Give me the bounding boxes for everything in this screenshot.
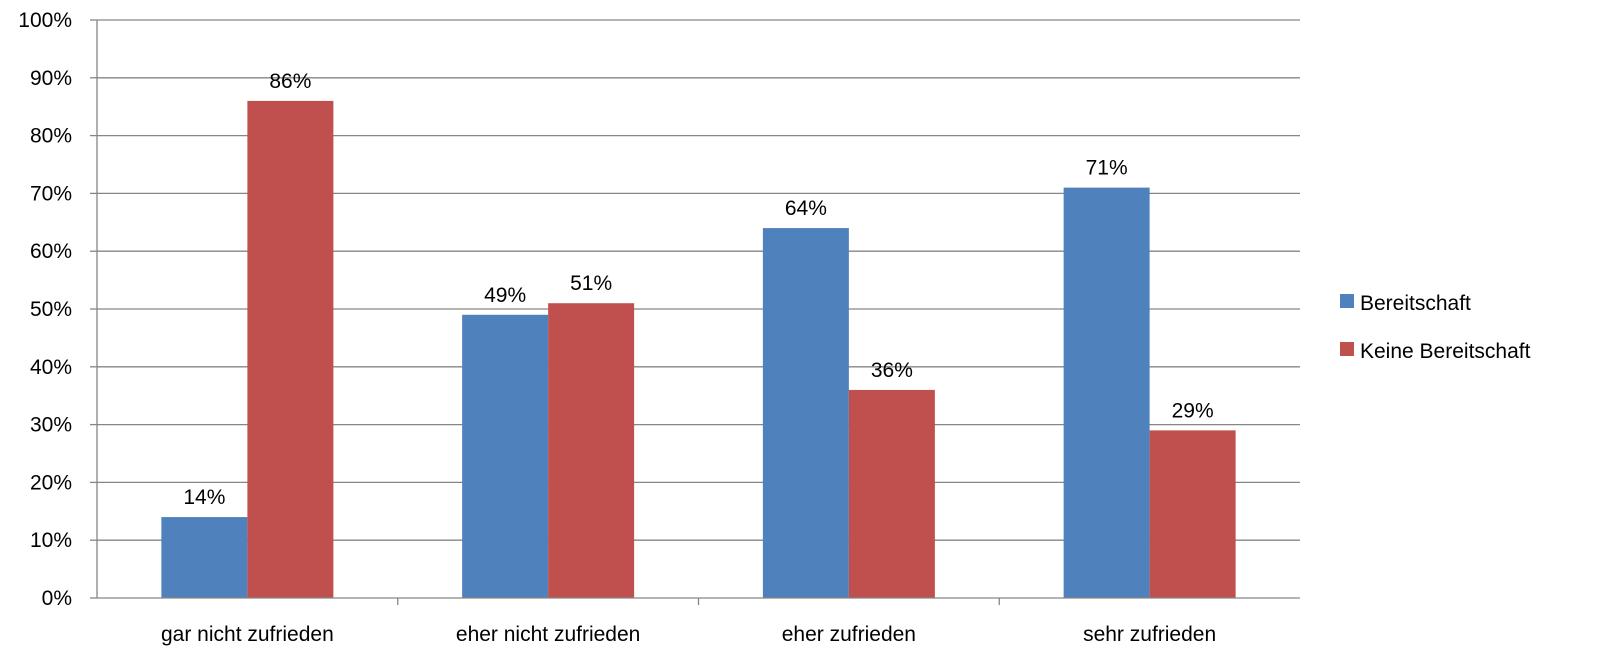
bar-keine-bereitschaft <box>247 100 334 599</box>
bar-bereitschaft <box>161 517 248 598</box>
y-tick-label: 60% <box>30 240 72 263</box>
legend-label: Bereitschaft <box>1360 292 1471 315</box>
legend-swatch <box>1340 294 1354 308</box>
y-tick-label: 70% <box>30 182 72 205</box>
data-label: 29% <box>1172 399 1214 422</box>
legend-label: Keine Bereitschaft <box>1360 340 1531 363</box>
y-tick-label: 30% <box>30 414 72 437</box>
data-label: 36% <box>871 359 913 382</box>
data-label: 49% <box>484 284 526 307</box>
legend: Bereitschaft Keine Bereitschaft <box>1340 292 1531 363</box>
data-label: 14% <box>183 486 225 509</box>
data-label: 51% <box>570 272 612 295</box>
x-category-label: eher zufrieden <box>782 623 916 646</box>
data-labels: 14% 86% 49% 51% 64% 36% 71% 29% <box>183 70 1213 509</box>
bar-keine-bereitschaft <box>548 303 635 598</box>
data-label: 71% <box>1086 157 1128 180</box>
y-tick-label: 20% <box>30 471 72 494</box>
y-tick-label: 0% <box>42 587 72 610</box>
y-tick-label: 10% <box>30 529 72 552</box>
axes <box>90 19 1300 605</box>
bar-keine-bereitschaft <box>848 389 935 598</box>
x-category-label: gar nicht zufrieden <box>161 623 334 646</box>
data-label: 86% <box>269 70 311 93</box>
legend-swatch <box>1340 342 1354 356</box>
y-tick-label: 50% <box>30 298 72 321</box>
y-tick-label: 100% <box>18 9 72 32</box>
y-tick-label: 90% <box>30 67 72 90</box>
y-tick-label: 40% <box>30 356 72 379</box>
y-tick-label: 80% <box>30 125 72 148</box>
y-axis-tick-labels: 0% 10% 20% 30% 40% 50% 60% 70% 80% 90% 100% <box>18 9 72 610</box>
bar-bereitschaft <box>462 314 549 598</box>
bar-bereitschaft <box>762 228 849 598</box>
bars <box>161 100 1236 599</box>
data-label: 64% <box>785 197 827 220</box>
bar-bereitschaft <box>1063 187 1150 598</box>
x-category-label: sehr zufrieden <box>1083 623 1216 646</box>
bar-keine-bereitschaft <box>1149 430 1236 598</box>
x-category-label: eher nicht zufrieden <box>456 623 640 646</box>
x-axis-category-labels: gar nicht zufrieden eher nicht zufrieden e… <box>161 623 1216 646</box>
